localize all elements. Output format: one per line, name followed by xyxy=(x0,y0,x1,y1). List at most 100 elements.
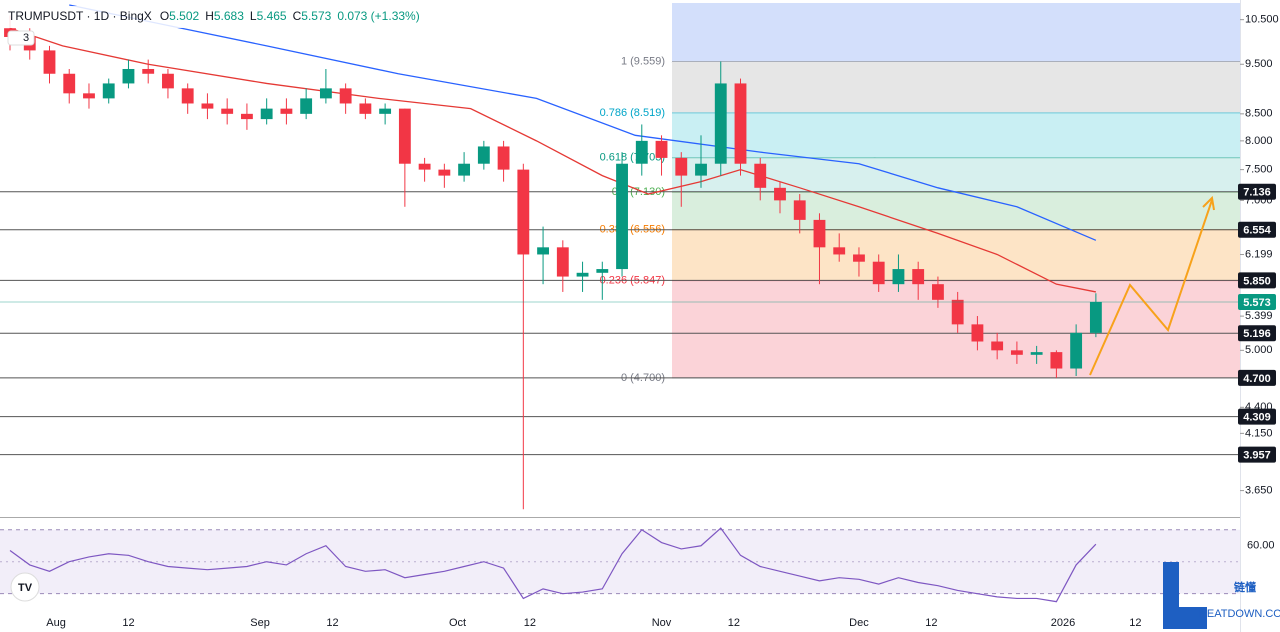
candle-body xyxy=(537,247,549,255)
ohlc-key: O xyxy=(160,9,169,23)
plot: 1 (9.559)0.786 (8.519)0.618 (7.703)0.5 (… xyxy=(0,3,1240,603)
fib-label: 1 (9.559) xyxy=(621,55,665,67)
fib-label: 0.618 (7.703) xyxy=(600,152,665,164)
candle-body xyxy=(991,341,1004,351)
candle-body xyxy=(1010,350,1023,355)
x-tick-label: 12 xyxy=(1129,617,1141,629)
y-tick-label: 5.399 xyxy=(1245,310,1273,322)
x-tick-label: 12 xyxy=(728,617,740,629)
watermark-subtitle: NEATDOWN.COM xyxy=(1199,608,1280,620)
fib-zone xyxy=(672,3,1240,62)
fib-zone xyxy=(672,280,1240,378)
candle-body xyxy=(695,163,707,176)
header-bg xyxy=(0,6,400,28)
candle-body xyxy=(458,163,471,176)
x-tick-label: Sep xyxy=(250,617,270,629)
price-label: 5.196 xyxy=(1243,328,1271,340)
candle-body xyxy=(221,108,234,114)
candle-body xyxy=(438,169,451,176)
y-tick-label: 8.500 xyxy=(1245,108,1273,120)
candle-body xyxy=(280,108,293,114)
price-label: 6.554 xyxy=(1243,225,1271,237)
candle-body xyxy=(714,83,727,164)
candle-body xyxy=(517,169,530,255)
candle-body xyxy=(43,50,56,74)
fib-zone xyxy=(672,229,1240,281)
ohlc-key: L xyxy=(250,9,257,23)
candle-body xyxy=(833,247,846,255)
candle-body xyxy=(576,272,589,277)
x-tick-label: 12 xyxy=(122,617,134,629)
price-label-box xyxy=(1238,221,1276,238)
candle-body xyxy=(1030,352,1043,355)
ohlc-key: C xyxy=(293,9,302,23)
candle-body xyxy=(319,88,332,99)
price-label-box xyxy=(1238,446,1276,463)
candle-body xyxy=(932,284,944,300)
indicator-badge[interactable]: 3 xyxy=(23,32,29,44)
indicator-badge-bg[interactable] xyxy=(7,30,35,46)
svg-text:TV: TV xyxy=(18,582,33,594)
change: 0.073 (+1.33%) xyxy=(337,9,419,23)
y-tick-label: 7.500 xyxy=(1245,164,1273,176)
header: TRUMPUSDT · 1D · BingX O5.502 H5.683 L5.465… xyxy=(8,9,420,23)
x-tick-label: Aug xyxy=(46,617,66,629)
price-label-box xyxy=(1238,369,1276,386)
y-tick-label: 3.650 xyxy=(1245,484,1273,496)
fib-zone xyxy=(672,61,1240,113)
candle-body xyxy=(596,269,609,273)
fib-zone xyxy=(672,157,1240,193)
candle-body xyxy=(872,261,885,285)
x-tick-label: 12 xyxy=(326,617,338,629)
fib-label: 0.786 (8.519) xyxy=(600,107,665,119)
candle-body xyxy=(734,83,747,164)
rsi-tick-label: 60.00 xyxy=(1247,540,1275,552)
candle-body xyxy=(853,254,865,262)
candle-body xyxy=(477,146,490,164)
ohlc-value: 5.465 xyxy=(257,9,287,23)
candle-body xyxy=(339,88,352,104)
x-tick-label: 12 xyxy=(925,617,937,629)
y-tick-label: 5.000 xyxy=(1245,344,1273,356)
x-tick-label: Oct xyxy=(449,617,466,629)
fib-zone xyxy=(672,192,1240,230)
candle-body xyxy=(1050,352,1063,369)
candle-body xyxy=(892,269,905,285)
watermark-logo xyxy=(1163,562,1207,629)
y-tick-label: 8.000 xyxy=(1245,135,1273,147)
projection-arrow xyxy=(1089,199,1213,376)
candle-body xyxy=(635,140,648,164)
price-label: 4.700 xyxy=(1243,373,1271,385)
price-label: 3.957 xyxy=(1243,450,1271,462)
candle-body xyxy=(497,146,510,170)
x-tick-label: Dec xyxy=(849,617,869,629)
candle-body xyxy=(556,247,569,277)
candle-body xyxy=(300,98,313,114)
candle-body xyxy=(379,108,392,114)
candle-body xyxy=(201,103,214,109)
candle-body xyxy=(418,163,431,170)
candle-body xyxy=(122,68,135,84)
candle-body xyxy=(971,324,984,342)
candle-body xyxy=(63,73,76,94)
candle-body xyxy=(398,108,411,164)
y-tick-label: 6.199 xyxy=(1245,248,1273,260)
candle-body xyxy=(1089,301,1102,333)
last-price-label: 5.573 xyxy=(1243,297,1271,309)
candle-body xyxy=(754,163,767,188)
price-label: 7.136 xyxy=(1243,187,1271,199)
y-tick-label: 9.500 xyxy=(1245,58,1273,70)
price-label-box xyxy=(1238,408,1276,425)
candle-body xyxy=(142,68,155,74)
price-label-box xyxy=(1238,325,1276,342)
ohlc-value: 5.683 xyxy=(214,9,244,23)
candle-body xyxy=(951,299,964,325)
candle-body xyxy=(181,88,194,104)
moving-average xyxy=(69,4,1097,241)
price-label: 4.309 xyxy=(1243,412,1271,424)
x-tick-label: 2026 xyxy=(1051,617,1075,629)
candle-body xyxy=(616,163,628,270)
x-tick-label: Nov xyxy=(652,617,672,629)
